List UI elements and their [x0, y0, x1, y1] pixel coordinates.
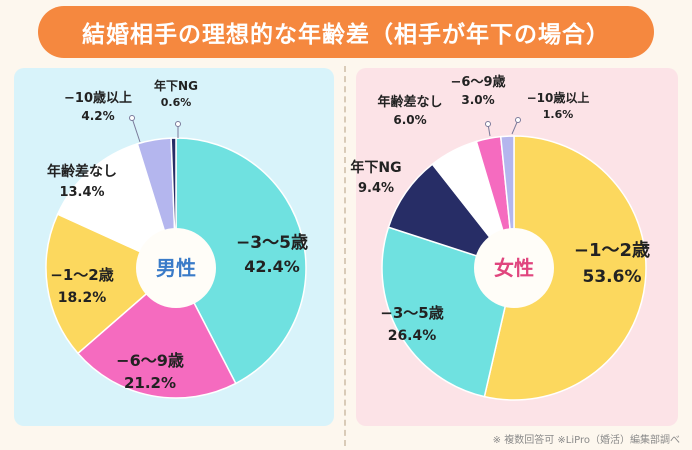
pie-slice	[387, 163, 517, 270]
slice-value-label: 4.2%	[81, 109, 114, 123]
footnote: ※ 複数回答可 ※LiPro（婚活）編集部調べ	[492, 435, 680, 446]
slice-label: −1〜2歳	[574, 240, 650, 261]
pie-0: 男性 −3〜5歳 42.4% −6〜9歳 21.2% −1〜2歳 18.2% 年齢差なし 13.…	[45, 78, 308, 399]
leader-dot	[485, 121, 491, 127]
slice-label: −10歳以上	[527, 90, 590, 105]
pie-1: 女性 −1〜2歳 53.6% −3〜5歳 26.4% 年下NG 9.4% 年齢差なし 6.0% −…	[350, 74, 650, 401]
slice-value-label: 53.6%	[583, 267, 642, 287]
slice-value-label: 0.6%	[161, 96, 192, 109]
leader-dot	[175, 121, 181, 127]
panel-divider	[344, 66, 346, 446]
slice-value-label: 13.4%	[59, 185, 104, 200]
slice-label: 年齢差なし	[377, 94, 442, 110]
slice-label: −3〜5歳	[380, 304, 443, 322]
slice-label: −6〜9歳	[451, 74, 506, 90]
slice-value-label: 21.2%	[124, 374, 176, 392]
slice-label: 年齢差なし	[47, 163, 117, 180]
pie-slice	[175, 137, 307, 385]
chart-title: 結婚相手の理想的な年齢差（相手が年下の場合）	[38, 6, 654, 58]
slice-value-label: 42.4%	[244, 257, 300, 276]
slice-label: 年下NG	[350, 159, 401, 176]
pie-slice	[76, 266, 237, 399]
slice-value-label: 26.4%	[388, 328, 437, 344]
pie-center	[474, 228, 554, 308]
slice-label: −6〜9歳	[116, 351, 184, 370]
slice-value-label: 3.0%	[461, 93, 494, 107]
leader-dot	[515, 117, 521, 123]
slice-value-label: 6.0%	[393, 113, 426, 127]
pie-slice	[45, 213, 178, 355]
slice-label: −1〜2歳	[50, 266, 113, 284]
slice-value-label: 9.4%	[358, 181, 394, 196]
slice-label: −3〜5歳	[236, 232, 308, 253]
pie-center-label: 女性	[494, 256, 534, 280]
slice-label: 年下NG	[154, 78, 198, 93]
slice-value-label: 1.6%	[543, 108, 574, 121]
pie-center-label: 男性	[156, 256, 196, 280]
leader-dot	[129, 115, 135, 121]
pie-center	[136, 228, 216, 308]
leader-line	[131, 117, 141, 143]
pie-slice	[483, 135, 647, 401]
slice-value-label: 18.2%	[58, 290, 107, 306]
slice-label: −10歳以上	[64, 90, 132, 106]
